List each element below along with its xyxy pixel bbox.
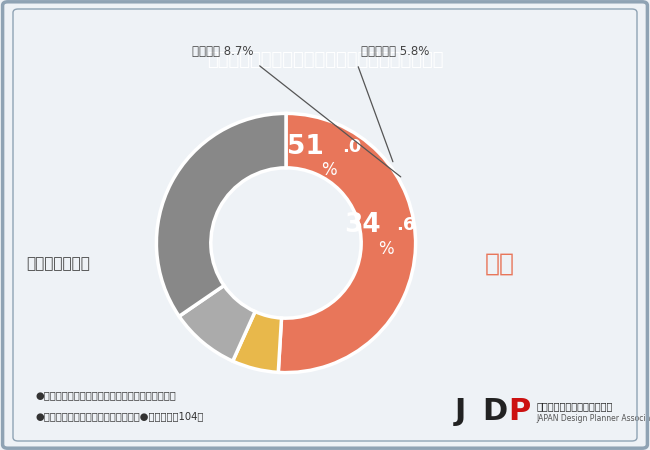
Text: J: J: [455, 397, 466, 426]
Text: 思う: 思う: [484, 251, 514, 275]
Text: .6: .6: [396, 216, 415, 234]
Text: .0: .0: [342, 138, 361, 156]
Text: %: %: [322, 162, 337, 180]
Text: ●調査方法：インターネット調査　　●調査人数：104人: ●調査方法：インターネット調査 ●調査人数：104人: [36, 411, 204, 421]
Text: %: %: [378, 239, 393, 257]
Wedge shape: [179, 285, 255, 361]
Text: JAPAN Design Planner Association: JAPAN Design Planner Association: [536, 414, 650, 423]
Text: 日本デザインプランナー協会: 日本デザインプランナー協会: [536, 401, 612, 411]
Wedge shape: [157, 113, 286, 316]
Text: 思わない 8.7%: 思わない 8.7%: [192, 45, 254, 58]
Text: ●調査概要：盆栽への興味やイメージに関する調査: ●調査概要：盆栽への興味やイメージに関する調査: [36, 390, 177, 400]
Text: 34: 34: [344, 212, 380, 238]
Text: あまり思わない: あまり思わない: [26, 256, 90, 271]
Text: とても思う 5.8%: とても思う 5.8%: [361, 45, 430, 58]
Text: 盆栽の扱い方について学びたいと思われますか？: 盆栽の扱い方について学びたいと思われますか？: [207, 51, 443, 68]
Wedge shape: [233, 311, 281, 372]
Wedge shape: [278, 113, 415, 373]
Text: D: D: [482, 397, 508, 426]
Text: 51: 51: [287, 134, 324, 160]
Text: P: P: [508, 397, 530, 426]
